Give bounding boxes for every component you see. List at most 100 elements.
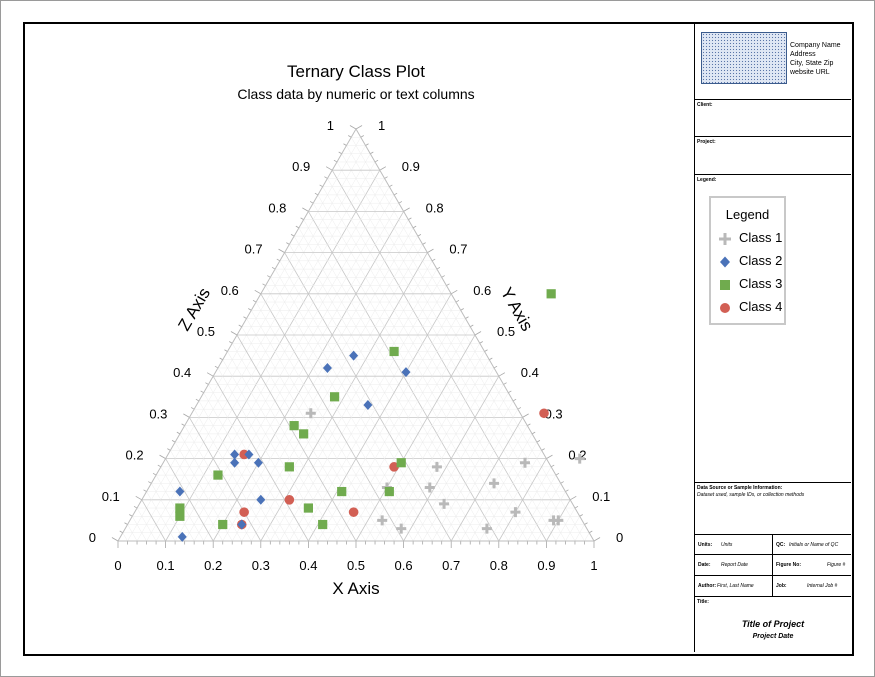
grid-line — [298, 285, 447, 542]
tick-mark — [384, 176, 388, 179]
grid-line — [146, 153, 371, 542]
z-tick-label: 0.9 — [292, 159, 310, 174]
grid-line — [227, 351, 338, 542]
grid-line — [212, 375, 309, 542]
grid-line — [208, 384, 300, 542]
grid-line — [279, 268, 438, 542]
tick-mark — [124, 522, 128, 525]
grid-line — [574, 524, 585, 542]
tick-mark — [190, 407, 195, 410]
grid-line — [170, 450, 223, 542]
marker-class-4 — [539, 408, 549, 419]
tick-mark — [135, 495, 143, 501]
company-city: City, State Zip — [790, 60, 834, 67]
tick-mark — [248, 308, 252, 311]
marker-class-3 — [213, 470, 223, 480]
tick-mark — [157, 464, 162, 468]
date-cell: Date: Report Date — [695, 555, 773, 575]
chart-subtitle: Class data by numeric or text columns — [237, 86, 474, 102]
tick-mark — [560, 481, 564, 484]
tick-mark — [522, 413, 529, 418]
z-tick-label: 0.5 — [197, 324, 215, 339]
title-label: Title: — [697, 599, 709, 605]
grid-line — [331, 169, 547, 542]
plus-marker-icon — [719, 233, 731, 245]
tick-mark — [133, 505, 138, 509]
marker-class-3 — [303, 503, 313, 513]
tick-mark — [271, 266, 276, 270]
tick-mark — [200, 390, 204, 394]
marker-class-4 — [239, 507, 249, 517]
tick-mark — [465, 316, 469, 319]
tick-mark — [531, 431, 536, 435]
z-tick-label: 0.7 — [245, 242, 263, 257]
tick-mark — [295, 225, 300, 229]
x-tick-label: 0.9 — [537, 558, 555, 573]
marker-class-1 — [424, 482, 435, 493]
grid-line — [527, 483, 561, 542]
tick-mark — [343, 143, 347, 146]
tick-mark — [460, 308, 464, 311]
z-tick-label: 0.4 — [173, 365, 191, 380]
date-value: Report Date — [721, 562, 748, 568]
data-source-value: Dataset used, sample IDs, or collection … — [697, 492, 805, 498]
legend-title: Legend — [725, 207, 770, 222]
tick-mark — [493, 365, 498, 369]
circle-marker-icon — [720, 303, 730, 313]
y-tick-label: 0.4 — [521, 365, 539, 380]
grid-line — [241, 235, 419, 542]
marker-class-4 — [389, 462, 399, 472]
tick-mark — [152, 472, 157, 476]
data-source-label: Data Source or Sample Information: — [697, 485, 783, 491]
grid-line — [155, 474, 195, 542]
grid-line — [317, 301, 457, 542]
grid-line — [303, 219, 490, 542]
marker-class-4 — [284, 495, 295, 505]
grid-line — [365, 343, 480, 542]
grid-line — [536, 491, 566, 542]
job-label: Job: — [776, 583, 787, 589]
marker-class-1 — [305, 408, 316, 419]
grid-line — [184, 186, 390, 542]
tick-mark — [111, 537, 119, 542]
marker-class-3 — [284, 462, 294, 472]
grid-line — [355, 334, 476, 542]
units-value: Units — [721, 542, 733, 548]
tick-mark — [205, 382, 209, 385]
figure-label: Figure No: — [776, 562, 801, 568]
tick-mark — [593, 537, 601, 542]
diamond-marker-icon — [720, 256, 730, 268]
company-address: Company Name Address City, State Zip web… — [790, 41, 841, 77]
marker-class-2 — [244, 449, 254, 460]
marker-class-3 — [318, 519, 328, 530]
grid-line — [136, 507, 157, 542]
tick-mark — [183, 413, 190, 418]
tick-mark — [119, 530, 123, 534]
square-marker-icon — [720, 280, 730, 290]
grid-line — [203, 203, 400, 542]
tick-mark — [276, 258, 281, 262]
project-row: Project: — [695, 137, 851, 175]
tick-mark — [360, 135, 364, 138]
data-source-row: Data Source or Sample Information: Datas… — [695, 483, 851, 535]
x-tick-label: 0.1 — [157, 558, 175, 573]
grid-line — [346, 326, 471, 542]
grid-line — [193, 409, 271, 542]
marker-class-2 — [177, 531, 187, 542]
tick-mark — [143, 489, 147, 492]
grid-line — [132, 516, 147, 542]
tick-mark — [338, 151, 342, 155]
figure-value: Figure # — [827, 562, 846, 568]
marker-class-3 — [546, 289, 556, 299]
tick-mark — [436, 266, 441, 270]
tick-mark — [484, 349, 488, 352]
marker-class-3 — [299, 429, 309, 439]
units-label: Units: — [698, 542, 713, 548]
y-tick-label: 0.7 — [449, 242, 467, 257]
tick-mark — [379, 166, 387, 171]
tick-mark — [508, 390, 512, 394]
marker-class-3 — [396, 458, 406, 468]
grid-line — [189, 417, 262, 542]
author-value: First, Last Name — [717, 583, 754, 589]
tick-mark — [224, 349, 228, 352]
